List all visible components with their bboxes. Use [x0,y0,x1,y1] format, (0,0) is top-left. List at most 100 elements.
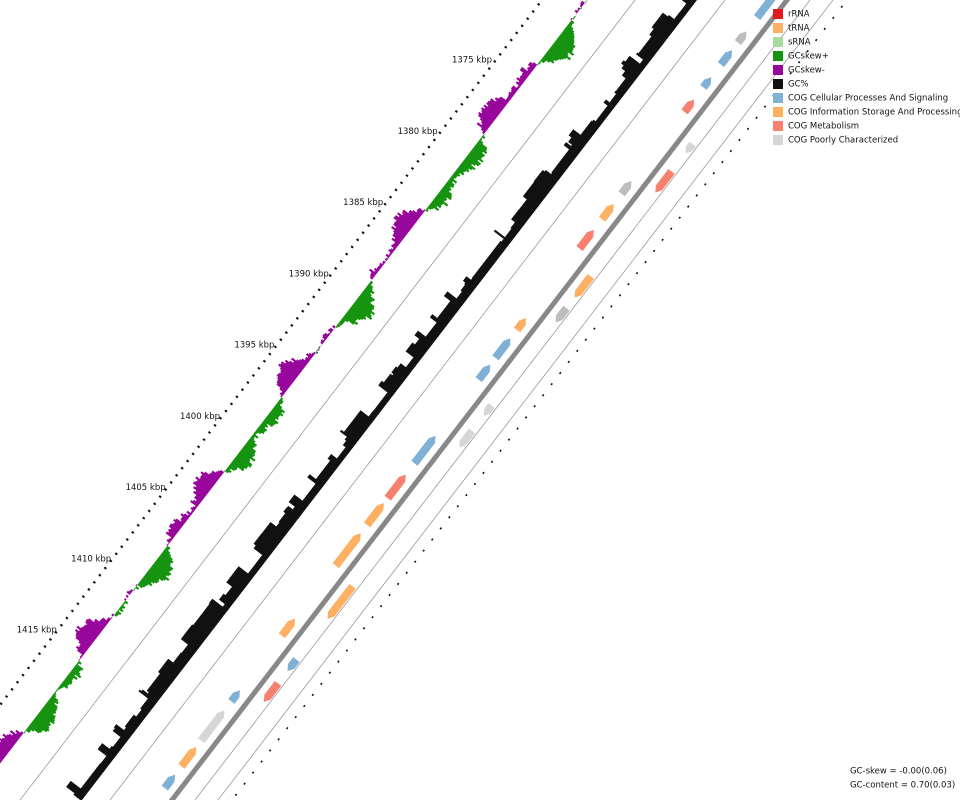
gc-skew-bar [239,450,251,461]
gc-content-bar [410,359,417,366]
gc-content-bar [582,130,592,139]
gc-content-bar [97,765,105,773]
gc-content-bar [186,644,197,653]
gc-skew-bar [367,283,374,289]
gc-skew-bar [111,613,115,617]
gc-content-bar [218,597,232,608]
gc-skew-bar [155,560,171,573]
gc-content-bar [621,61,640,77]
gc-skew-bar [579,2,584,6]
gc-content-bar [254,563,261,570]
gc-content-bar [656,19,673,34]
gc-content-bar [247,572,255,578]
gc-content-bar [118,738,126,745]
gc-content-bar [640,60,648,67]
gc-content-bar [429,329,440,338]
gc-content-bar [551,170,561,179]
gc-skew-bar [240,449,256,462]
gc-skew-bar [393,229,405,240]
gc-content-bar [165,660,182,673]
gc-skew-bar [569,21,574,26]
gc-skew-bar [368,268,377,276]
gc-skew-bar [27,725,35,732]
gc-content-bar [385,377,400,390]
gc-content-bar [254,540,272,555]
gene [753,0,776,21]
gc-content-bar [651,30,667,42]
gc-skew-bar [465,156,476,166]
gc-skew-bar [15,732,22,738]
gc-content-bar [687,0,695,5]
scale-label: 1395 kbp [234,341,274,351]
gc-skew-bar [482,133,485,137]
gc-skew-bar [459,164,470,173]
gc-skew-bar [327,328,333,333]
gc-content-bar [348,424,363,437]
gc-skew-bar [158,555,171,567]
gc-skew-bar [0,738,13,750]
gc-content-bar [684,4,691,11]
gc-content-bar [604,108,611,114]
gc-skew-bar [139,580,147,587]
gc-content-bar [339,452,347,459]
gc-skew-bar [276,380,289,391]
gc-skew-bar [78,645,87,653]
gc-content-bar [181,635,199,650]
gc-content-bar [178,653,189,663]
gc-content-bar [229,576,246,590]
gc-content-bar [152,681,166,693]
gc-skew-bar [75,663,84,671]
gc-content-bar [432,326,442,335]
gc-content-bar [592,119,601,127]
gc-skew-bar [366,285,373,291]
gc-skew-bar [516,86,520,90]
gc-skew-bar [234,456,249,468]
gc-skew-bar [393,216,412,231]
gc-skew-bar [378,264,383,269]
gc-content-bar [279,518,292,529]
gc-skew-bar [516,77,524,84]
gc-content-bar [380,399,388,405]
gc-content-bar [560,159,570,168]
gc-skew-bar [39,709,55,723]
gc-content-bar [67,783,85,798]
gc-skew-bar [259,424,268,432]
gc-content-bar [100,761,109,768]
gc-content-bar [143,702,153,711]
gc-content-bar [536,175,554,189]
gc-skew-bar [56,688,59,691]
gc-content-bar [231,573,248,587]
gc-content-bar [379,382,395,395]
gc-content-bar [159,668,175,682]
gc-skew-bar [195,494,203,502]
gc-skew-bar [76,648,85,656]
gc-content-bar [227,590,238,600]
gc-skew-bar [461,161,473,171]
gc-content-bar [349,423,364,436]
gc-content-bar [568,133,586,148]
legend-swatch [773,51,783,61]
gc-skew-bar [57,686,61,690]
gc-content-bar [606,105,613,112]
gc-skew-bar [311,352,315,356]
gc-content-bar [100,743,117,757]
gc-content-bar [253,564,260,571]
gc-content-bar [492,249,502,257]
gc-content-bar [190,624,208,639]
gc-content-bar [225,593,236,603]
gc-content-bar [176,656,187,666]
gc-skew-bar [467,154,482,166]
gc-skew-bar [175,518,185,526]
legend-label: COG Information Storage And Processing [788,108,960,118]
gc-content-bar [569,132,587,146]
gc-content-bar [570,130,588,145]
gc-skew-bar [190,499,199,508]
gc-content-bar [563,143,579,156]
gc-content-bar [345,436,357,446]
gc-skew-bar [360,292,374,303]
gc-content-bar [265,526,284,541]
legend-label: tRNA [788,24,810,34]
gc-content-bar [407,346,423,359]
gc-content-bar [685,3,692,9]
gc-skew-bar [489,99,503,112]
